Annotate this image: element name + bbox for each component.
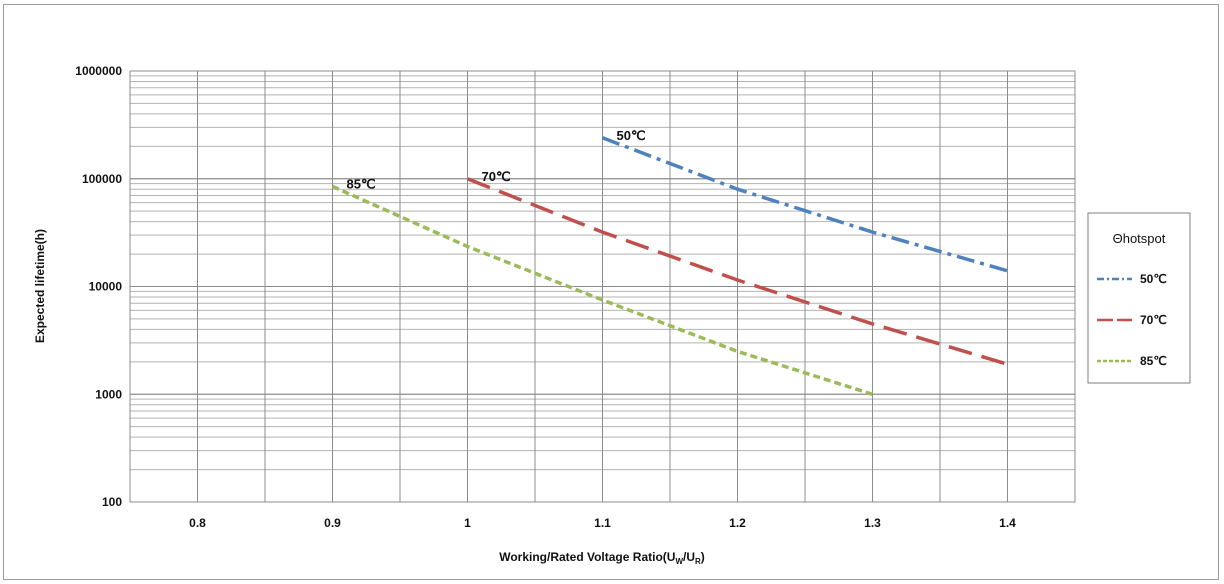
series-label-3: 85℃ (347, 176, 376, 191)
legend: Θhotspot 50℃ 70℃ 85℃ (1087, 212, 1191, 384)
legend-title: Θhotspot (1113, 231, 1166, 246)
plot-area-border (129, 70, 1076, 503)
y-tick-label: 100000 (82, 172, 122, 186)
y-axis-title: Expected lifetime(h) (33, 229, 47, 343)
grid-layer (129, 70, 1076, 503)
legend-items: 50℃ 70℃ 85℃ (1097, 272, 1167, 368)
y-tick-label: 10000 (89, 280, 123, 294)
y-tick-label: 1000000 (75, 64, 122, 78)
series-label-1: 50℃ (617, 128, 646, 143)
chart-frame (3, 4, 1219, 580)
x-tick-label: 1.3 (864, 516, 881, 530)
x-tick-label: 0.9 (324, 516, 341, 530)
x-axis-title: Working/Rated Voltage Ratio(UW/UR) (499, 550, 705, 566)
x-tick-label: 1.4 (999, 516, 1016, 530)
series-layer (331, 136, 1009, 396)
axis-layer: 100 1000 10000 100000 1000000 0.8 0.9 1 1.1 1.2 1.… (75, 64, 1076, 530)
legend-label-2: 70℃ (1140, 313, 1167, 327)
legend-box (1087, 212, 1191, 384)
x-tick-label: 1 (464, 516, 471, 530)
x-tick-label: 1.2 (729, 516, 746, 530)
x-tick-label: 0.8 (189, 516, 206, 530)
legend-label-3: 85℃ (1140, 354, 1167, 368)
label-layer: 50℃ 70℃ 85℃ (347, 128, 646, 192)
legend-label-1: 50℃ (1140, 272, 1167, 286)
x-tick-label: 1.1 (594, 516, 611, 530)
series-line-2 (466, 177, 1009, 366)
series-label-2: 70℃ (482, 169, 511, 184)
y-tick-label: 1000 (95, 387, 122, 401)
y-tick-label: 100 (102, 495, 122, 509)
series-line-3 (331, 184, 874, 396)
series-line-1 (601, 136, 1008, 273)
